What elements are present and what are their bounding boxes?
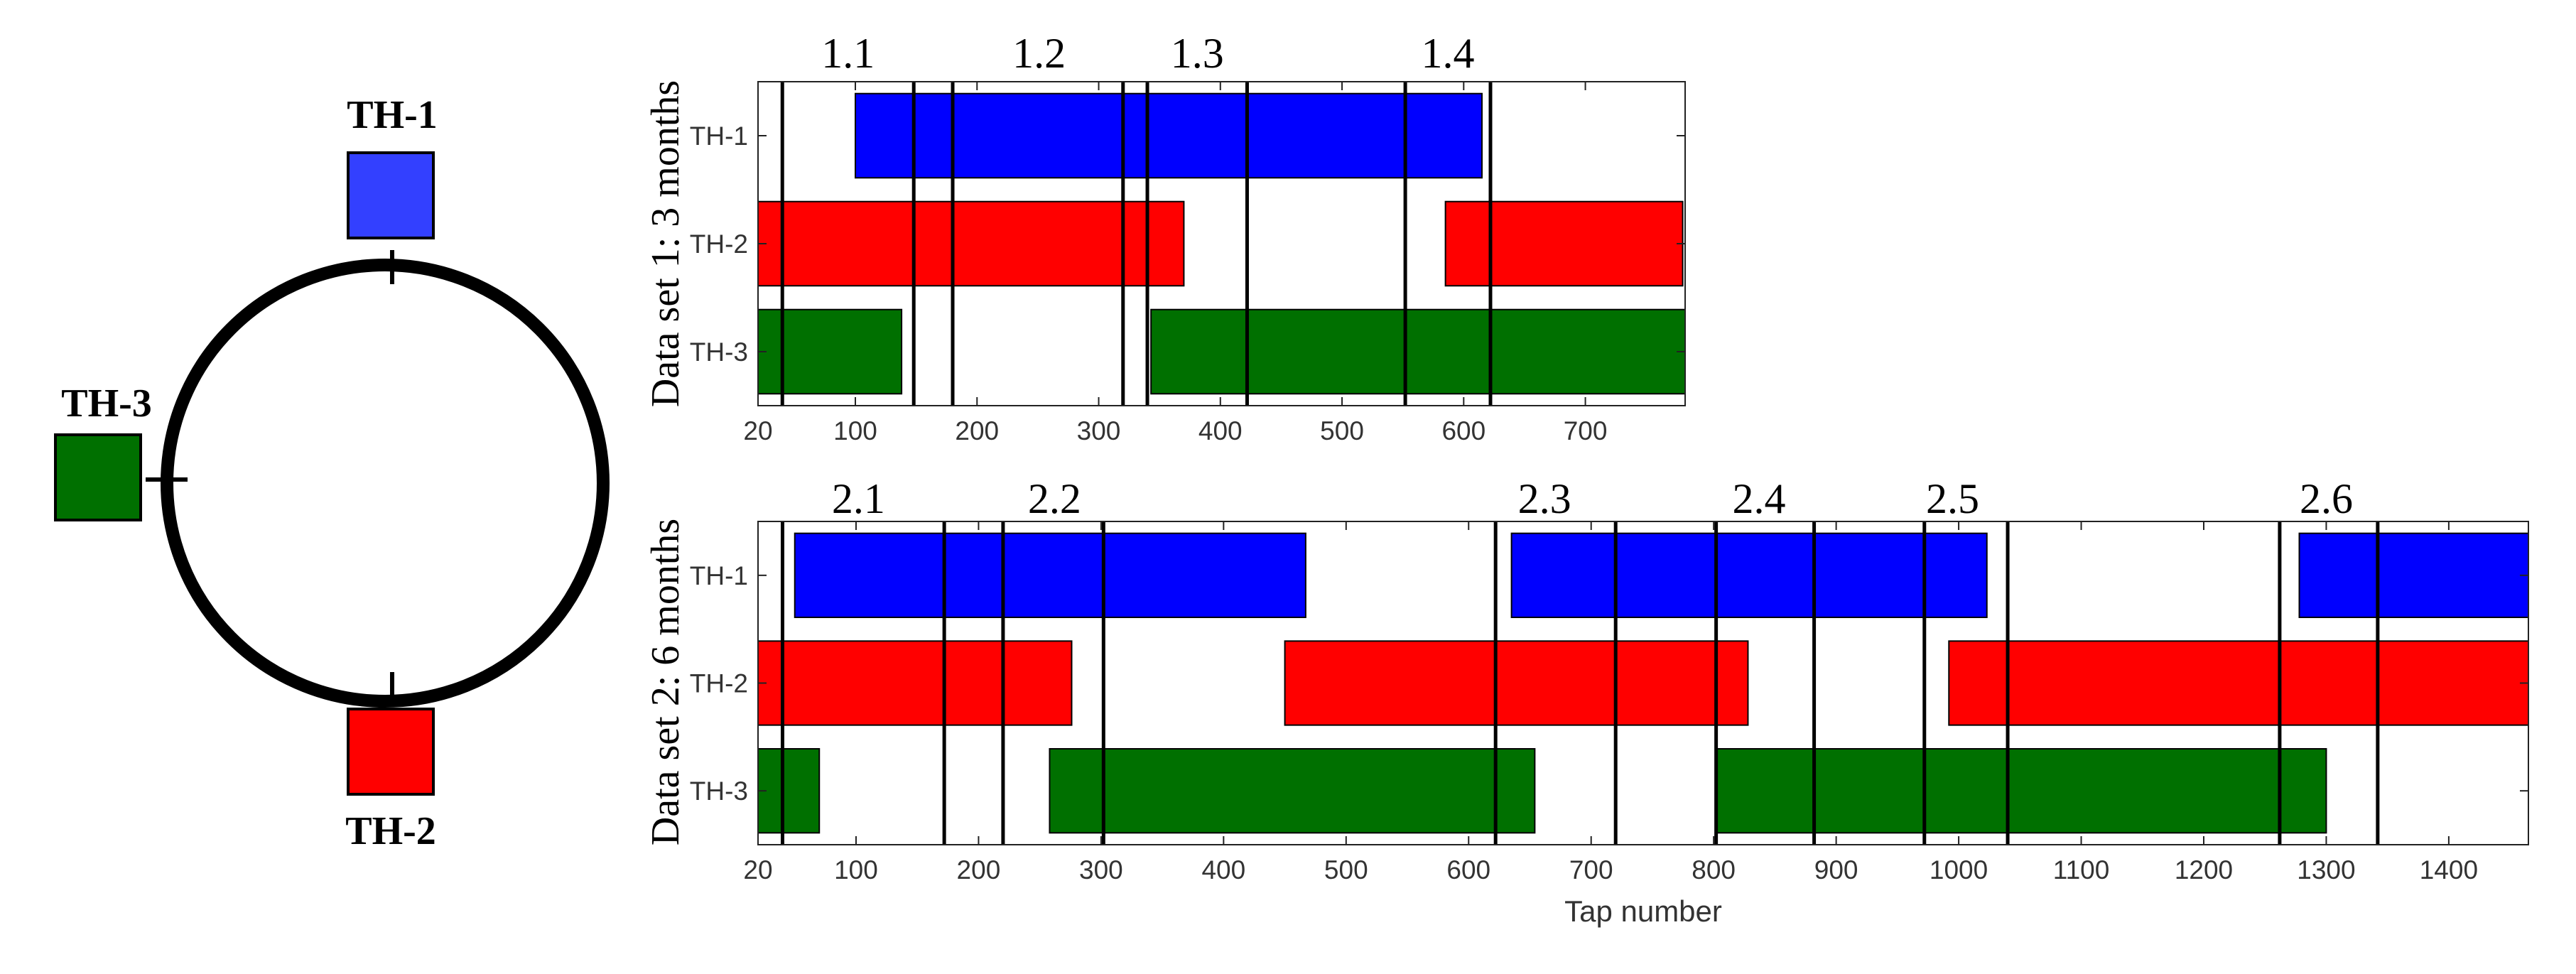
- bar-th-2-1: [1444, 200, 1684, 287]
- x-tick-label: 400: [1201, 855, 1245, 884]
- y-tick-label: TH-2: [690, 669, 748, 698]
- bar-th-2-1: [1284, 640, 1749, 726]
- y-axis-title: Data set 2: 6 months: [644, 519, 688, 845]
- x-tick-label: 1400: [2420, 855, 2478, 884]
- chart-data-set-2: 20 100 200 300 400 500 600 700 800 900 1000 1100 120…: [644, 475, 2529, 928]
- x-tick-label: 800: [1692, 855, 1736, 884]
- segment-label: 2.6: [2300, 475, 2353, 522]
- bar-th-3-0: [757, 308, 903, 395]
- station-th3-label: TH-3: [61, 382, 152, 426]
- x-tick-label: 20: [743, 855, 772, 884]
- segment-label: 2.1: [832, 475, 885, 522]
- y-tick-label: TH-1: [690, 561, 748, 590]
- bar-th-3-1: [1049, 748, 1536, 834]
- x-tick-label: 100: [834, 855, 878, 884]
- x-tick-label: 1000: [1930, 855, 1988, 884]
- x-tick-label: 700: [1569, 855, 1613, 884]
- bar-th-1-2: [2298, 532, 2529, 618]
- bar-th-3-1: [1150, 308, 1686, 395]
- segment-label: 2.3: [1518, 475, 1571, 522]
- segment-label: 2.2: [1028, 475, 1081, 522]
- segment-label: 1.4: [1422, 30, 1475, 77]
- station-th1-label: TH-1: [347, 93, 438, 137]
- x-axis-title: Tap number: [1564, 894, 1722, 928]
- x-tick-label: 1100: [2053, 855, 2110, 884]
- bar-th-1-1: [1510, 532, 1988, 618]
- y-tick-label: TH-1: [690, 121, 748, 151]
- y-tick-label: TH-3: [690, 337, 748, 367]
- x-tick-label: 300: [1077, 416, 1121, 445]
- bar-th-2-0: [757, 200, 1185, 287]
- x-tick-label: 200: [957, 855, 1001, 884]
- x-tick-label: 500: [1324, 855, 1368, 884]
- bar-th-2-2: [1948, 640, 2529, 726]
- station-th2-label: TH-2: [345, 809, 436, 853]
- station-th1-box: [347, 151, 435, 239]
- y-axis-title: Data set 1: 3 months: [644, 80, 688, 407]
- segment-label: 2.5: [1926, 475, 1979, 522]
- segment-label: 2.4: [1732, 475, 1785, 522]
- x-tick-label: 600: [1446, 855, 1490, 884]
- x-tick-label: 400: [1198, 416, 1243, 445]
- ring-diagram: TH-1 TH-2 TH-3: [54, 93, 610, 853]
- x-tick-label: 500: [1320, 416, 1364, 445]
- station-th3-box: [54, 433, 142, 521]
- y-tick-label: TH-2: [690, 229, 748, 259]
- bar-th-1-0: [855, 92, 1483, 179]
- x-tick-label: 600: [1441, 416, 1485, 445]
- bar-th-1-0: [794, 532, 1306, 618]
- x-tick-label: 1200: [2175, 855, 2233, 884]
- bar-th-3-0: [757, 748, 821, 834]
- ring-circle: [161, 259, 610, 708]
- station-th2-box: [347, 708, 435, 796]
- x-tick-label: 200: [955, 416, 999, 445]
- bar-th-2-0: [757, 640, 1073, 726]
- chart-data-set-1: 20 100 200 300 400 500 600 700 TH-1 TH-2 TH-3 1.1 1.…: [644, 30, 1686, 445]
- bar-th-3-2: [1715, 748, 2327, 834]
- x-tick-label: 900: [1814, 855, 1858, 884]
- x-tick-label: 20: [743, 416, 772, 445]
- segment-label: 1.3: [1171, 30, 1224, 77]
- x-tick-label: 700: [1564, 416, 1608, 445]
- x-tick-label: 1300: [2297, 855, 2355, 884]
- x-tick-label: 100: [833, 416, 877, 445]
- segment-label: 1.1: [821, 30, 875, 77]
- segment-label: 1.2: [1012, 30, 1066, 77]
- y-tick-label: TH-3: [690, 777, 748, 806]
- x-tick-label: 300: [1079, 855, 1123, 884]
